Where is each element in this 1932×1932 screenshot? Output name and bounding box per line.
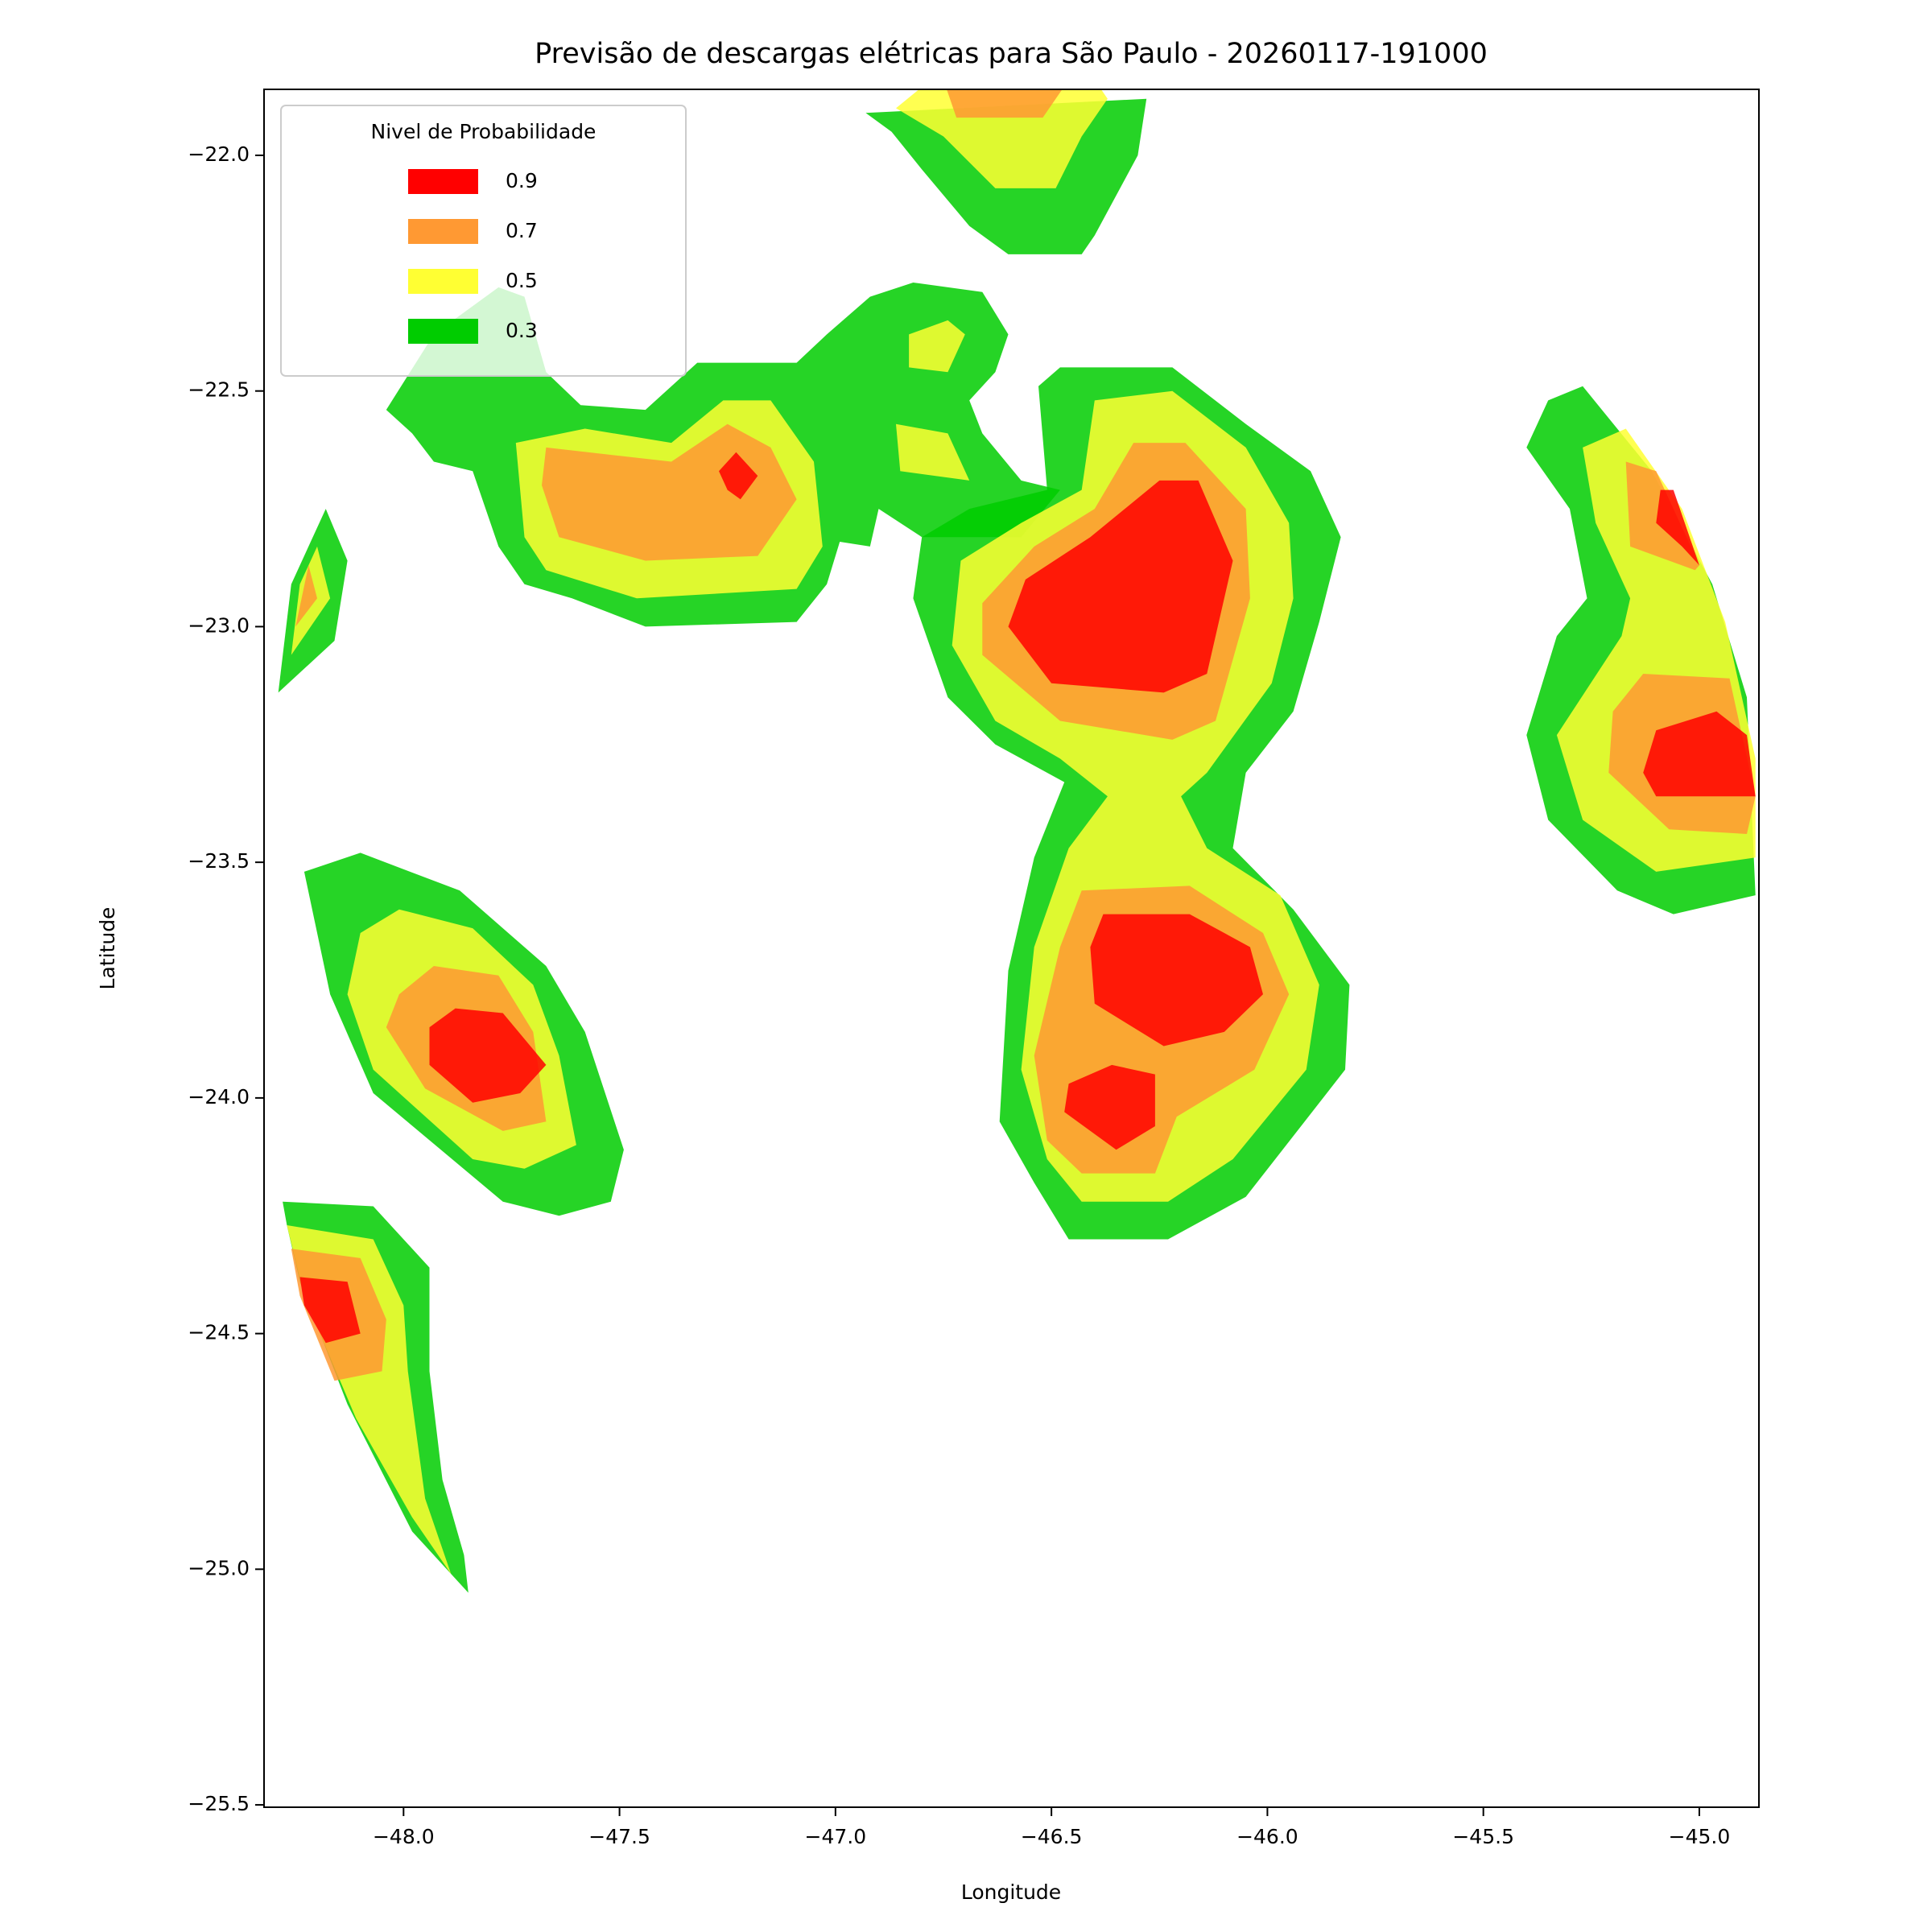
legend-swatch: [408, 319, 478, 344]
y-tick-label: −25.5: [188, 1792, 250, 1815]
contour-region: [1008, 480, 1233, 693]
plot-area: [278, 89, 1756, 1593]
contour-region: [1656, 489, 1699, 566]
x-tick-label: −46.0: [1236, 1825, 1298, 1848]
y-tick-label: −22.5: [188, 378, 250, 402]
x-tick-label: −47.5: [588, 1825, 650, 1848]
y-axis-label: Latitude: [96, 907, 119, 990]
legend-label: 0.3: [506, 319, 538, 342]
contour-region: [909, 320, 965, 373]
legend-label: 0.7: [506, 219, 538, 242]
x-tick-label: −45.5: [1452, 1825, 1514, 1848]
contour-region: [719, 452, 758, 500]
y-tick-label: −23.5: [188, 849, 250, 873]
legend-label: 0.5: [506, 269, 538, 292]
contour-region: [896, 89, 1108, 188]
contour-region: [947, 89, 1063, 118]
legend-title: Nivel de Probabilidade: [371, 120, 597, 143]
x-tick-label: −45.0: [1669, 1825, 1731, 1848]
legend-box: [280, 105, 687, 377]
contour-region: [1090, 914, 1263, 1046]
contour-region: [295, 565, 317, 627]
x-tick-label: −47.0: [805, 1825, 867, 1848]
legend-swatch: [408, 169, 478, 194]
y-tick-label: −24.0: [188, 1085, 250, 1108]
chart-title: Previsão de descargas elétricas para São…: [535, 38, 1488, 70]
x-axis-label: Longitude: [961, 1880, 1061, 1904]
y-tick-label: −25.0: [188, 1556, 250, 1579]
plot-frame: [263, 89, 1760, 1808]
y-tick-label: −23.0: [188, 613, 250, 637]
y-tick-label: −22.0: [188, 142, 250, 166]
contour-region: [299, 1277, 361, 1344]
y-tick-label: −24.5: [188, 1321, 250, 1344]
legend-swatch: [408, 269, 478, 294]
contour-region: [429, 1008, 547, 1103]
x-tick-label: −46.5: [1021, 1825, 1083, 1848]
contour-region: [896, 423, 970, 481]
legend-label: 0.9: [506, 169, 538, 192]
contour-region: [1064, 1064, 1155, 1150]
x-tick-label: −48.0: [373, 1825, 435, 1848]
contour-region: [1643, 711, 1756, 797]
legend-swatch: [408, 219, 478, 244]
